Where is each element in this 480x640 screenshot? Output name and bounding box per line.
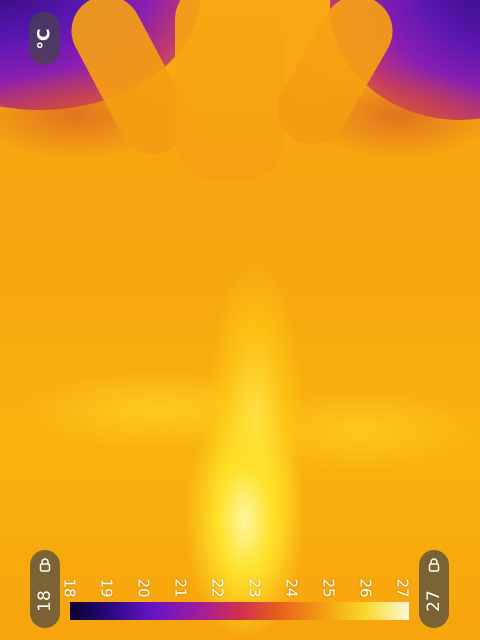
scale-tick: 18 <box>58 574 82 602</box>
scale-tick: 23 <box>243 574 267 602</box>
max-range-value-box: 27 <box>419 578 449 624</box>
scale-tick: 19 <box>95 574 119 602</box>
unit-label: °C <box>34 28 54 49</box>
lock-icon <box>38 558 52 572</box>
scale-tick: 20 <box>132 574 156 602</box>
lock-icon <box>427 558 441 572</box>
scale-tick: 21 <box>169 574 193 602</box>
scale-tick: 24 <box>280 574 304 602</box>
scale-tick: 25 <box>317 574 341 602</box>
unit-toggle-button[interactable]: °C <box>29 12 60 65</box>
scale-tick: 22 <box>206 574 230 602</box>
branch-center <box>175 0 285 180</box>
min-range-value: 18 <box>35 590 55 612</box>
color-scale-ticks: 18 19 20 21 22 23 24 25 26 27 <box>58 574 418 604</box>
min-range-lock-button[interactable]: 18 <box>30 550 60 628</box>
scale-tick: 26 <box>354 574 378 602</box>
min-range-value-box: 18 <box>30 578 60 624</box>
max-range-lock-button[interactable]: 27 <box>419 550 449 628</box>
color-scale-bar <box>70 602 409 620</box>
max-range-value: 27 <box>424 590 444 612</box>
scale-tick: 27 <box>391 574 415 602</box>
